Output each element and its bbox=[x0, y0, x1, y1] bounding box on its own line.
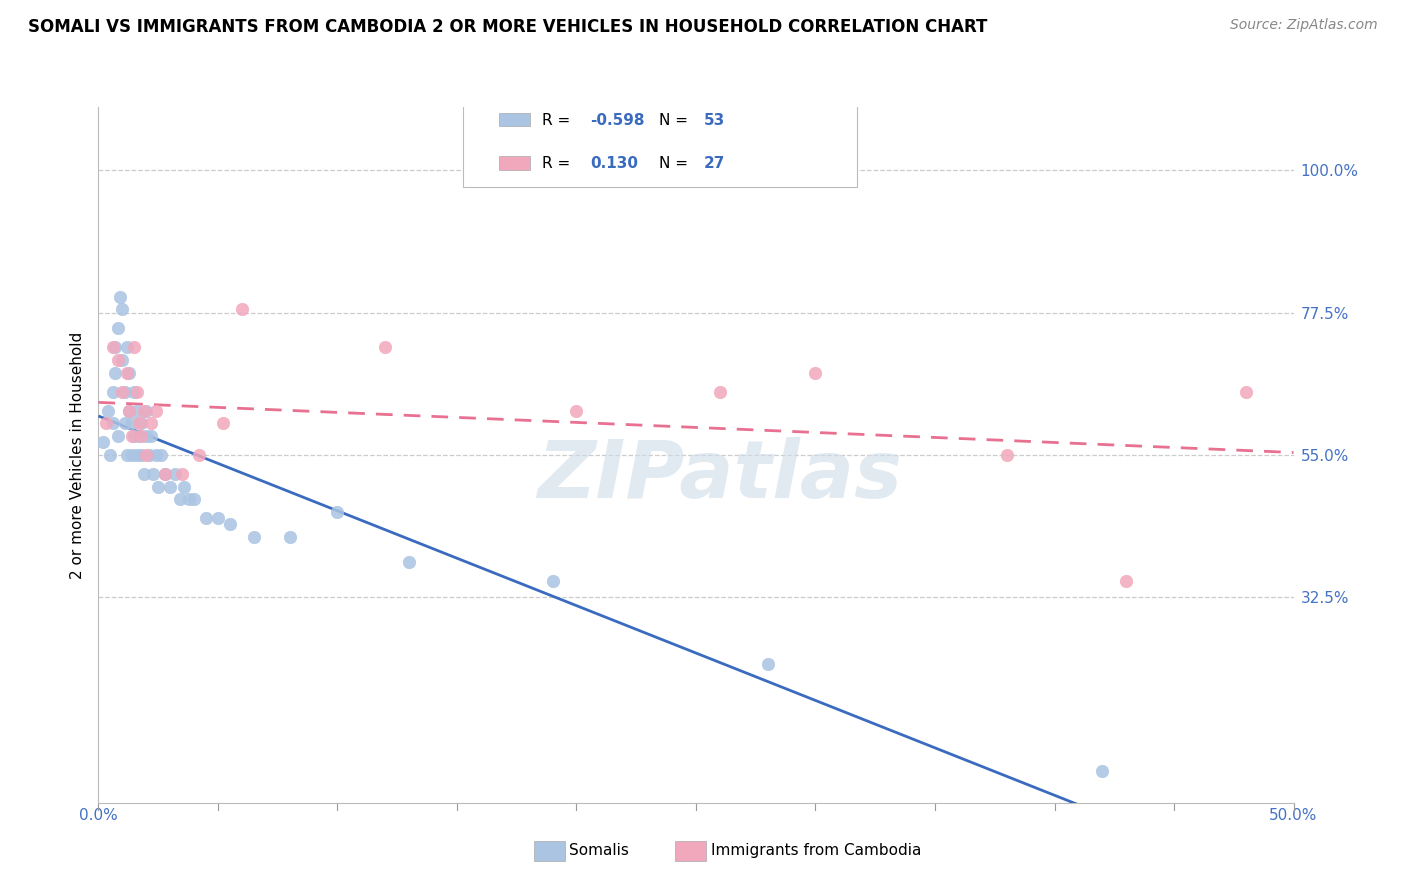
Point bbox=[124, 340, 146, 354]
FancyBboxPatch shape bbox=[499, 156, 530, 169]
Point bbox=[124, 429, 146, 443]
Point bbox=[104, 340, 127, 354]
Point bbox=[139, 417, 162, 431]
Point bbox=[111, 384, 134, 399]
Point bbox=[128, 429, 150, 443]
Point bbox=[101, 384, 124, 399]
Point bbox=[114, 384, 136, 399]
Point bbox=[131, 429, 153, 443]
Point bbox=[135, 448, 157, 462]
Point bbox=[231, 302, 253, 317]
Point bbox=[541, 574, 564, 589]
Point bbox=[211, 417, 233, 431]
Text: N =: N = bbox=[659, 156, 693, 171]
Point bbox=[139, 429, 162, 443]
Point bbox=[756, 657, 779, 671]
Text: R =: R = bbox=[543, 112, 575, 128]
Point bbox=[183, 492, 205, 507]
Point bbox=[159, 479, 181, 493]
Point bbox=[121, 448, 143, 462]
Point bbox=[1234, 384, 1257, 399]
Point bbox=[145, 448, 167, 462]
Point bbox=[219, 517, 242, 532]
Point bbox=[118, 366, 141, 380]
Text: 53: 53 bbox=[703, 112, 725, 128]
Point bbox=[91, 435, 114, 450]
Point bbox=[108, 290, 131, 304]
Text: N =: N = bbox=[659, 112, 693, 128]
Point bbox=[115, 448, 138, 462]
Point bbox=[104, 366, 127, 380]
Point bbox=[118, 403, 141, 417]
Point bbox=[121, 429, 143, 443]
Point bbox=[173, 479, 195, 493]
Point bbox=[135, 403, 157, 417]
Point bbox=[138, 448, 160, 462]
Point bbox=[128, 417, 150, 431]
Point bbox=[125, 448, 148, 462]
Point bbox=[124, 384, 146, 399]
Point bbox=[155, 467, 177, 481]
Point bbox=[118, 403, 141, 417]
Point bbox=[398, 556, 420, 570]
Point bbox=[131, 448, 153, 462]
Point bbox=[101, 340, 124, 354]
Point bbox=[125, 384, 148, 399]
Point bbox=[142, 467, 165, 481]
Point bbox=[111, 302, 134, 317]
Point bbox=[101, 417, 124, 431]
Point bbox=[149, 448, 172, 462]
FancyBboxPatch shape bbox=[463, 90, 858, 187]
Text: SOMALI VS IMMIGRANTS FROM CAMBODIA 2 OR MORE VEHICLES IN HOUSEHOLD CORRELATION C: SOMALI VS IMMIGRANTS FROM CAMBODIA 2 OR … bbox=[28, 18, 987, 36]
Point bbox=[194, 511, 218, 525]
Point bbox=[995, 448, 1018, 462]
Text: R =: R = bbox=[543, 156, 575, 171]
Text: ZIPatlas: ZIPatlas bbox=[537, 437, 903, 515]
Point bbox=[114, 417, 136, 431]
Point bbox=[1091, 764, 1114, 779]
Point bbox=[172, 467, 194, 481]
Point bbox=[145, 403, 167, 417]
Point bbox=[135, 429, 157, 443]
Point bbox=[115, 366, 138, 380]
Point bbox=[132, 467, 155, 481]
Point bbox=[111, 353, 134, 368]
Point bbox=[98, 448, 122, 462]
Point bbox=[148, 479, 170, 493]
Text: 0.130: 0.130 bbox=[591, 156, 638, 171]
Point bbox=[565, 403, 588, 417]
Point bbox=[1115, 574, 1137, 589]
Point bbox=[115, 340, 138, 354]
Point bbox=[804, 366, 827, 380]
Point bbox=[107, 321, 129, 335]
Text: Source: ZipAtlas.com: Source: ZipAtlas.com bbox=[1230, 18, 1378, 32]
Text: Immigrants from Cambodia: Immigrants from Cambodia bbox=[711, 844, 922, 858]
Point bbox=[94, 417, 117, 431]
Point bbox=[326, 505, 349, 519]
Point bbox=[243, 530, 266, 544]
Point bbox=[278, 530, 301, 544]
Y-axis label: 2 or more Vehicles in Household: 2 or more Vehicles in Household bbox=[69, 331, 84, 579]
Point bbox=[131, 417, 153, 431]
Point bbox=[97, 403, 120, 417]
Point bbox=[107, 429, 129, 443]
Point bbox=[709, 384, 731, 399]
Point bbox=[132, 403, 155, 417]
Point bbox=[169, 492, 191, 507]
Point bbox=[125, 403, 148, 417]
Point bbox=[155, 467, 177, 481]
Point bbox=[107, 353, 129, 368]
Point bbox=[374, 340, 396, 354]
Text: -0.598: -0.598 bbox=[591, 112, 644, 128]
Point bbox=[163, 467, 186, 481]
Point bbox=[207, 511, 229, 525]
Text: 27: 27 bbox=[703, 156, 725, 171]
Point bbox=[121, 417, 143, 431]
Point bbox=[179, 492, 201, 507]
Text: Somalis: Somalis bbox=[569, 844, 630, 858]
FancyBboxPatch shape bbox=[499, 112, 530, 127]
Point bbox=[187, 448, 209, 462]
